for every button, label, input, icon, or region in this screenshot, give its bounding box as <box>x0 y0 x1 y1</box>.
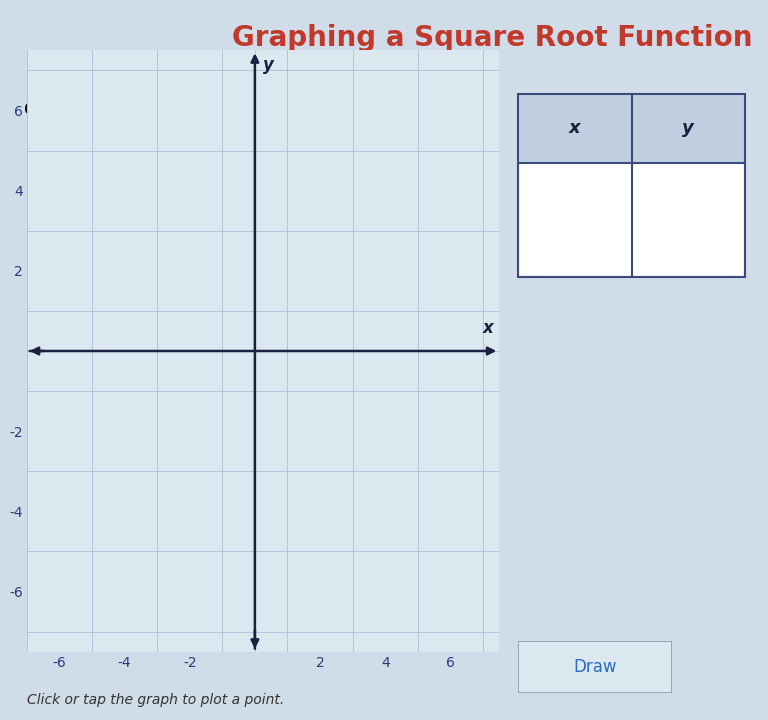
Text: x: x <box>483 319 494 337</box>
FancyBboxPatch shape <box>518 94 745 163</box>
Text: Graphing a Square Root Function: Graphing a Square Root Function <box>232 24 753 52</box>
FancyBboxPatch shape <box>518 94 745 277</box>
Text: x: x <box>569 120 581 138</box>
Text: Click or tap the graph to plot a point.: Click or tap the graph to plot a point. <box>27 693 284 707</box>
Text: Draw: Draw <box>574 658 617 675</box>
Text: Graph: $f(x) = -\sqrt{-x}$: Graph: $f(x) = -\sqrt{-x}$ <box>23 98 209 122</box>
Text: y: y <box>263 56 274 74</box>
FancyBboxPatch shape <box>518 641 672 693</box>
Text: y: y <box>683 120 694 138</box>
